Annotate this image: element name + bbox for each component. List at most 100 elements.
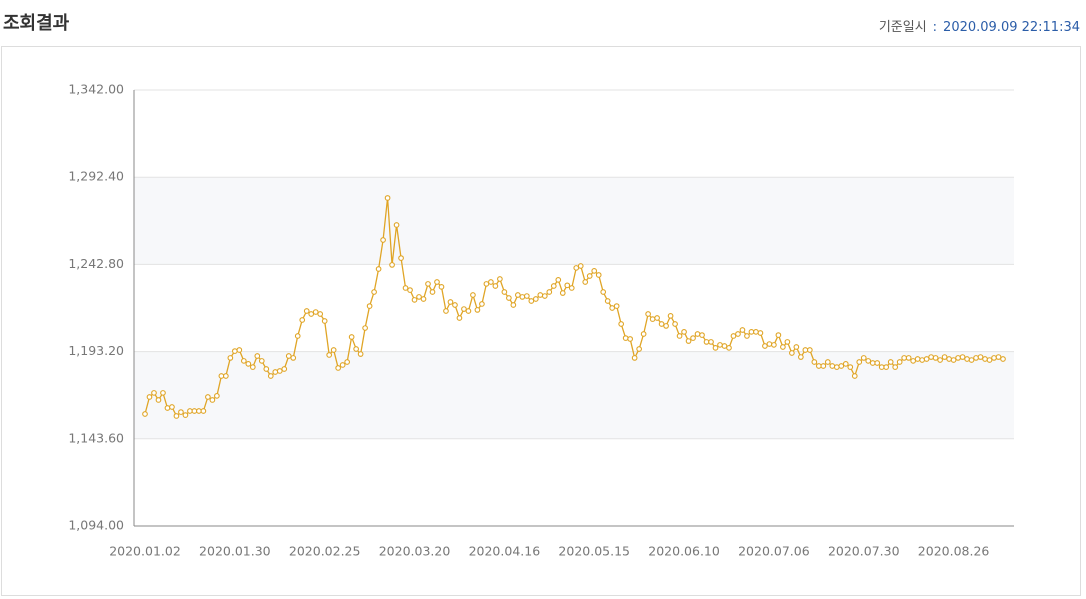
point bbox=[762, 343, 768, 349]
point bbox=[492, 283, 499, 289]
point bbox=[555, 277, 562, 283]
point bbox=[532, 296, 539, 302]
point bbox=[712, 345, 719, 351]
point bbox=[218, 373, 225, 379]
point bbox=[362, 325, 368, 331]
point bbox=[178, 409, 184, 415]
timestamp-colon: : bbox=[932, 20, 938, 35]
point bbox=[308, 311, 315, 317]
point bbox=[932, 355, 939, 361]
point bbox=[169, 404, 175, 410]
point bbox=[730, 333, 737, 339]
point bbox=[447, 299, 454, 305]
point bbox=[600, 289, 607, 295]
point bbox=[389, 262, 395, 268]
point bbox=[631, 355, 638, 361]
point bbox=[595, 272, 602, 278]
point bbox=[838, 363, 845, 369]
point bbox=[254, 353, 261, 359]
point bbox=[815, 363, 822, 369]
point bbox=[223, 373, 229, 379]
point bbox=[339, 362, 346, 368]
point bbox=[676, 333, 683, 339]
point bbox=[636, 346, 642, 352]
point bbox=[321, 318, 328, 324]
point bbox=[443, 308, 449, 314]
point bbox=[618, 321, 625, 327]
point bbox=[573, 265, 580, 271]
point bbox=[681, 329, 687, 335]
point bbox=[474, 307, 481, 313]
point bbox=[384, 195, 391, 201]
timestamp-label: 기준일시 bbox=[878, 20, 927, 35]
point bbox=[353, 346, 359, 352]
point bbox=[537, 292, 544, 298]
point bbox=[528, 298, 535, 304]
point bbox=[510, 302, 517, 308]
point bbox=[479, 301, 485, 307]
point bbox=[357, 351, 364, 357]
point bbox=[488, 279, 494, 285]
point bbox=[326, 352, 333, 358]
point bbox=[227, 355, 234, 361]
point bbox=[1000, 356, 1006, 362]
point bbox=[923, 356, 930, 362]
point bbox=[514, 292, 521, 298]
point bbox=[694, 331, 701, 337]
point bbox=[874, 360, 881, 366]
point bbox=[802, 347, 809, 353]
point bbox=[434, 279, 440, 285]
point bbox=[497, 276, 503, 282]
point bbox=[335, 365, 342, 371]
point bbox=[151, 390, 157, 396]
point bbox=[869, 360, 876, 366]
point bbox=[380, 237, 386, 243]
y-tick-label: 1,094.00 bbox=[68, 518, 124, 533]
point bbox=[914, 356, 921, 362]
point bbox=[919, 357, 925, 363]
point bbox=[654, 315, 660, 321]
point bbox=[928, 354, 934, 360]
point bbox=[523, 293, 530, 299]
section-title: 조회결과 bbox=[3, 13, 70, 34]
point bbox=[811, 359, 818, 365]
point bbox=[663, 323, 669, 329]
point bbox=[267, 373, 274, 379]
point bbox=[398, 255, 404, 261]
point bbox=[977, 354, 984, 360]
point bbox=[892, 364, 899, 370]
point bbox=[568, 285, 575, 291]
point bbox=[164, 405, 171, 411]
point bbox=[847, 364, 854, 370]
point bbox=[842, 361, 849, 367]
point bbox=[366, 303, 373, 309]
point bbox=[429, 289, 436, 295]
point bbox=[613, 303, 620, 309]
point bbox=[546, 289, 553, 295]
point bbox=[483, 281, 490, 287]
point bbox=[564, 282, 571, 289]
point bbox=[577, 263, 584, 269]
x-tick-label: 2020.04.16 bbox=[469, 544, 541, 559]
point bbox=[627, 336, 634, 342]
band bbox=[134, 177, 1014, 265]
point bbox=[586, 273, 593, 279]
point bbox=[416, 294, 422, 300]
point bbox=[968, 357, 975, 363]
point bbox=[878, 364, 885, 370]
point bbox=[160, 390, 166, 396]
point bbox=[896, 359, 903, 365]
point bbox=[344, 359, 350, 365]
point bbox=[721, 343, 728, 349]
x-tick-label: 2020.01.30 bbox=[199, 544, 271, 559]
point bbox=[312, 309, 319, 315]
point bbox=[901, 355, 908, 361]
point bbox=[173, 413, 180, 419]
point bbox=[820, 363, 827, 369]
point bbox=[591, 268, 598, 274]
y-tick-label: 1,342.00 bbox=[68, 82, 124, 97]
point bbox=[824, 359, 831, 365]
point bbox=[465, 308, 472, 314]
point bbox=[667, 313, 674, 319]
point bbox=[142, 411, 148, 417]
